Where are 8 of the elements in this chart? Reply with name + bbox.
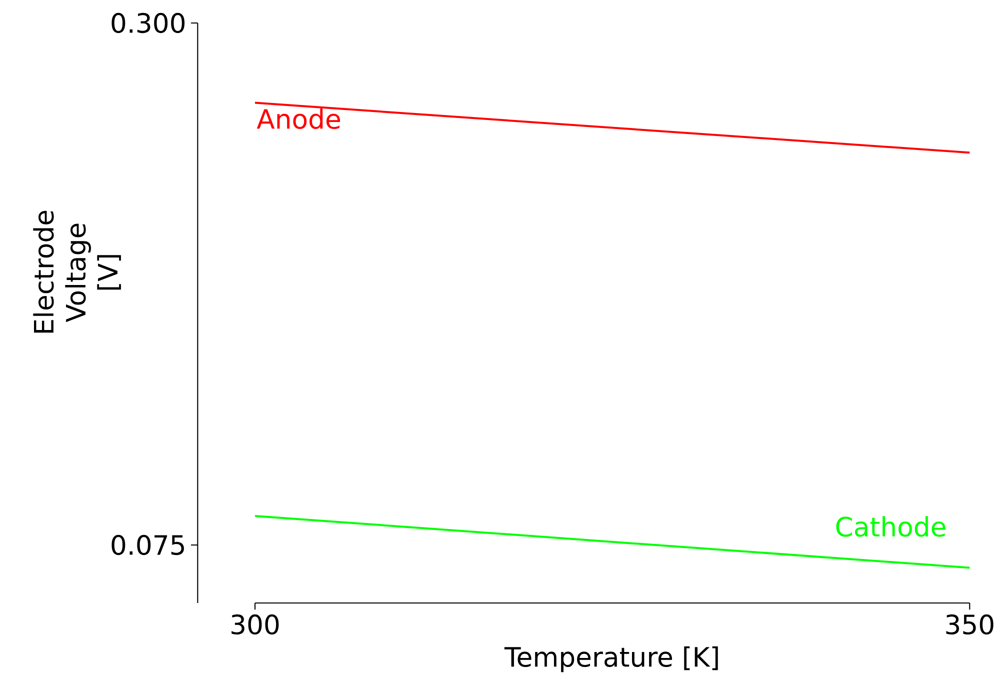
x-tick-label: 350 [946, 614, 994, 635]
y-axis-title: Electrode Voltage [V] [33, 210, 121, 333]
x-tick-label: 300 [232, 614, 279, 635]
y-tick-label: 0.075 [112, 534, 184, 556]
series-label: Anode [256, 108, 340, 130]
y-tick-label: 0.300 [112, 12, 185, 34]
x-axis-title: Temperature [K] [504, 646, 718, 672]
series-label: Cathode [836, 516, 946, 537]
